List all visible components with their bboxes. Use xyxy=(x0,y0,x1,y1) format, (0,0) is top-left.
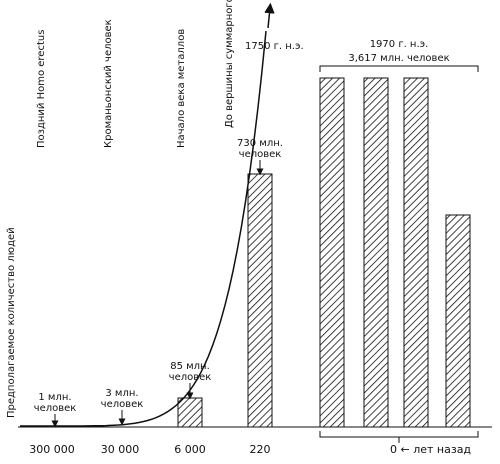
bar-1970-segment-3 xyxy=(403,77,429,428)
x-tick-220: 220 xyxy=(250,443,271,456)
bar-1970-segment-4 xyxy=(445,214,471,428)
annotation-1m-line1: 1 млн. xyxy=(38,392,71,403)
bar-1970-segment-2 xyxy=(363,77,389,428)
population-growth-curve xyxy=(20,30,267,427)
x-axis-unit-label: 0 ← лет назад xyxy=(390,443,471,456)
annotation-85m-line1: 85 млн. xyxy=(170,361,210,372)
label-1750: 1750 г. н.э. xyxy=(245,41,304,52)
x-tick-6000: 6 000 xyxy=(174,443,206,456)
annotation-85m-line2: человек xyxy=(169,372,212,383)
label-1970-population: 3,617 млн. человек xyxy=(348,53,449,64)
y-axis-label: Предполагаемое количество людей xyxy=(6,227,17,418)
curve-arrow xyxy=(264,2,275,29)
annotation-3m-line1: 3 млн. xyxy=(105,388,138,399)
bar-6000-years-ago xyxy=(177,397,203,428)
x-tick-30000: 30 000 xyxy=(101,443,140,456)
x-tick-300000: 300 000 xyxy=(29,443,75,456)
bar-1970-broken xyxy=(319,77,471,428)
label-1970-year: 1970 г. н.э. xyxy=(370,39,429,50)
label-to-top-of-bar: До вершины суммарного столба xyxy=(224,0,235,128)
period-label-metal-age: Начало века металлов xyxy=(176,29,187,148)
bar-1970-segment-1 xyxy=(319,77,345,428)
annotation-3m-line2: человек xyxy=(101,399,144,410)
bracket-1970-bottom xyxy=(319,431,479,438)
annotation-730m-line1: 730 млн. xyxy=(237,138,283,149)
annotation-730m-line2: человек xyxy=(239,149,282,160)
bracket-1970-top xyxy=(319,65,479,72)
period-label-cro-magnon: Кроманьонский человек xyxy=(103,19,114,148)
period-label-homo-erectus: Поздний Homo erectus xyxy=(36,30,47,148)
bar-220-years-ago xyxy=(247,173,273,428)
annotation-1m-line2: человек xyxy=(34,403,77,414)
